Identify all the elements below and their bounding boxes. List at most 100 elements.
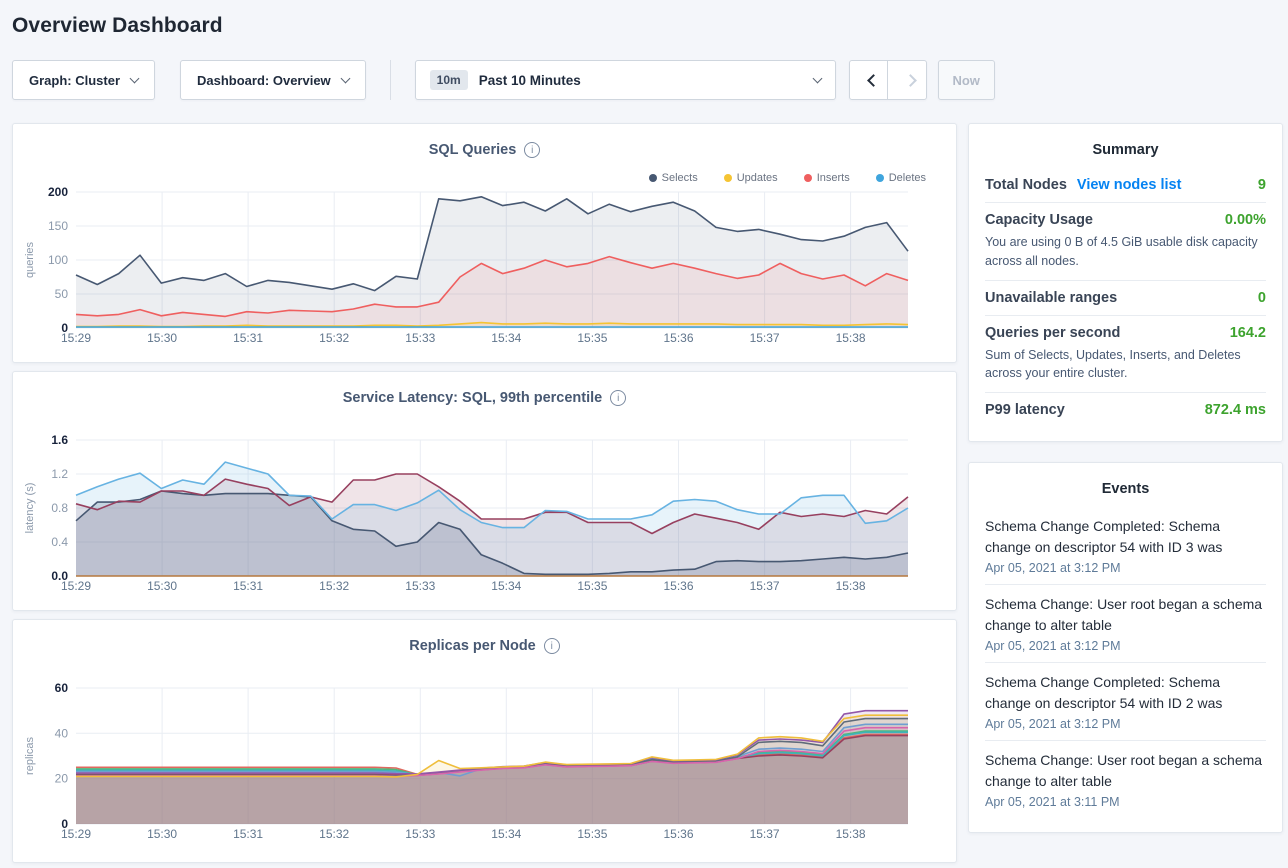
graph-dropdown-label: Graph: Cluster xyxy=(29,72,121,88)
service-latency-chart[interactable]: 15:29 15:30 15:31 15:32 15:33 15:34 15:35 15:36… xyxy=(13,432,946,606)
legend-item-deletes[interactable]: Deletes xyxy=(875,172,926,184)
svg-text:40: 40 xyxy=(55,726,69,740)
chart-title: SQL Queries i xyxy=(13,124,956,158)
sql-queries-chart[interactable]: 15:29 15:30 15:31 15:32 15:33 15:34 15:35 15:36… xyxy=(13,184,946,358)
time-range-picker[interactable]: 10m Past 10 Minutes xyxy=(414,60,836,100)
now-button-label: Now xyxy=(952,72,980,88)
dashboard-dropdown[interactable]: Dashboard: Overview xyxy=(180,60,366,100)
svg-text:15:35: 15:35 xyxy=(577,827,607,841)
updates-dot-icon xyxy=(723,174,732,182)
svg-text:60: 60 xyxy=(55,681,69,695)
event-item[interactable]: Schema Change Completed: Schema change o… xyxy=(985,663,1266,741)
chevron-down-icon xyxy=(129,73,140,83)
summary-row-value: 164.2 xyxy=(1229,324,1266,341)
event-timestamp: Apr 05, 2021 at 3:12 PM xyxy=(985,639,1121,653)
summary-row-label: Capacity Usage xyxy=(985,212,1093,228)
svg-text:replicas: replicas xyxy=(24,737,36,775)
next-time-button[interactable] xyxy=(888,61,926,99)
svg-text:15:29: 15:29 xyxy=(61,827,91,841)
svg-text:15:30: 15:30 xyxy=(147,579,177,593)
main-content: SQL Queries i Selects Updates Inserts xyxy=(12,123,1283,863)
svg-text:50: 50 xyxy=(55,287,69,301)
summary-row-label: Total Nodes xyxy=(985,177,1067,193)
legend-item-inserts[interactable]: Inserts xyxy=(803,172,850,184)
event-message: Schema Change Completed: Schema change o… xyxy=(985,674,1223,711)
summary-row-label: P99 latency xyxy=(985,402,1065,418)
svg-text:latency (s): latency (s) xyxy=(24,483,36,534)
event-item[interactable]: Schema Change: User root began a schema … xyxy=(985,741,1266,818)
info-icon[interactable]: i xyxy=(524,142,541,158)
replicas-per-node-panel: Replicas per Node i 15:29 15:30 15:31 15:32… xyxy=(12,619,957,863)
summary-title: Summary xyxy=(1092,142,1159,158)
graph-dropdown[interactable]: Graph: Cluster xyxy=(12,60,156,100)
unavailable-ranges-row: Unavailable ranges 0 xyxy=(985,281,1266,316)
info-icon[interactable]: i xyxy=(543,638,560,654)
svg-text:15:36: 15:36 xyxy=(663,827,693,841)
svg-text:15:33: 15:33 xyxy=(405,579,435,593)
selects-dot-icon xyxy=(648,174,657,182)
svg-text:15:29: 15:29 xyxy=(61,331,91,345)
events-title: Events xyxy=(1101,481,1150,497)
chevron-right-icon xyxy=(904,73,918,87)
capacity-usage-row: Capacity Usage 0.00% You are using 0 B o… xyxy=(985,203,1266,281)
summary-row-label: Unavailable ranges xyxy=(985,289,1118,306)
svg-text:0: 0 xyxy=(61,321,68,335)
svg-text:0.8: 0.8 xyxy=(51,501,68,515)
summary-row-label: Queries per second xyxy=(985,324,1121,341)
svg-text:15:29: 15:29 xyxy=(61,579,91,593)
legend-item-updates[interactable]: Updates xyxy=(723,172,778,184)
replicas-per-node-chart[interactable]: 15:29 15:30 15:31 15:32 15:33 15:34 15:35 15:36… xyxy=(13,680,946,854)
summary-row-subtext: Sum of Selects, Updates, Inserts, and De… xyxy=(985,347,1241,381)
svg-text:20: 20 xyxy=(55,772,69,786)
svg-text:15:33: 15:33 xyxy=(405,331,435,345)
events-panel: Events Schema Change Completed: Schema c… xyxy=(968,462,1283,833)
svg-text:15:36: 15:36 xyxy=(663,331,693,345)
svg-text:15:35: 15:35 xyxy=(577,579,607,593)
page-title: Overview Dashboard xyxy=(12,14,223,37)
svg-text:0.0: 0.0 xyxy=(51,569,68,583)
legend-item-selects[interactable]: Selects xyxy=(648,172,698,184)
chart-title-text: Replicas per Node xyxy=(409,638,536,654)
inserts-dot-icon xyxy=(803,174,812,182)
svg-text:15:31: 15:31 xyxy=(233,331,263,345)
chevron-left-icon xyxy=(867,73,881,87)
svg-text:15:30: 15:30 xyxy=(147,827,177,841)
chart-title: Service Latency: SQL, 99th percentile i xyxy=(13,372,956,406)
view-nodes-link[interactable]: View nodes list xyxy=(1076,177,1182,193)
dashboard-dropdown-label: Dashboard: Overview xyxy=(197,72,331,88)
chart-legend: Selects Updates Inserts Deletes xyxy=(648,172,926,184)
svg-text:queries: queries xyxy=(24,241,36,278)
svg-text:15:33: 15:33 xyxy=(405,827,435,841)
charts-column: SQL Queries i Selects Updates Inserts xyxy=(12,123,957,863)
svg-text:15:37: 15:37 xyxy=(750,827,780,841)
svg-text:15:32: 15:32 xyxy=(319,579,349,593)
svg-text:15:34: 15:34 xyxy=(491,827,521,841)
svg-text:15:32: 15:32 xyxy=(319,827,349,841)
event-timestamp: Apr 05, 2021 at 3:12 PM xyxy=(985,561,1121,575)
event-message: Schema Change: User root began a schema … xyxy=(985,596,1263,633)
info-icon[interactable]: i xyxy=(610,390,627,406)
prev-time-button[interactable] xyxy=(850,61,888,99)
svg-text:15:31: 15:31 xyxy=(233,827,263,841)
svg-text:1.6: 1.6 xyxy=(51,433,68,447)
svg-text:15:34: 15:34 xyxy=(491,579,521,593)
chevron-down-icon xyxy=(812,73,823,83)
event-message: Schema Change: User root began a schema … xyxy=(985,752,1263,789)
event-item[interactable]: Schema Change: User root began a schema … xyxy=(985,585,1266,663)
summary-row-value: 0.00% xyxy=(1224,212,1266,228)
summary-panel: Summary Total Nodes View nodes list 9 Ca… xyxy=(968,123,1283,442)
queries-per-second-row: Queries per second 164.2 Sum of Selects,… xyxy=(985,316,1266,393)
svg-text:15:38: 15:38 xyxy=(836,579,866,593)
event-item[interactable]: Schema Change Completed: Schema change o… xyxy=(985,507,1266,585)
svg-text:1.2: 1.2 xyxy=(51,467,68,481)
time-range-badge: 10m xyxy=(429,70,468,90)
now-button[interactable]: Now xyxy=(937,60,995,100)
svg-text:0: 0 xyxy=(61,817,68,831)
svg-text:15:30: 15:30 xyxy=(147,331,177,345)
event-timestamp: Apr 05, 2021 at 3:11 PM xyxy=(985,795,1120,809)
toolbar: Graph: Cluster Dashboard: Overview 10m P… xyxy=(12,60,1283,100)
chart-title-text: Service Latency: SQL, 99th percentile xyxy=(342,390,603,406)
chevron-down-icon xyxy=(340,73,351,83)
svg-text:15:37: 15:37 xyxy=(750,331,780,345)
summary-row-value: 9 xyxy=(1257,177,1266,193)
